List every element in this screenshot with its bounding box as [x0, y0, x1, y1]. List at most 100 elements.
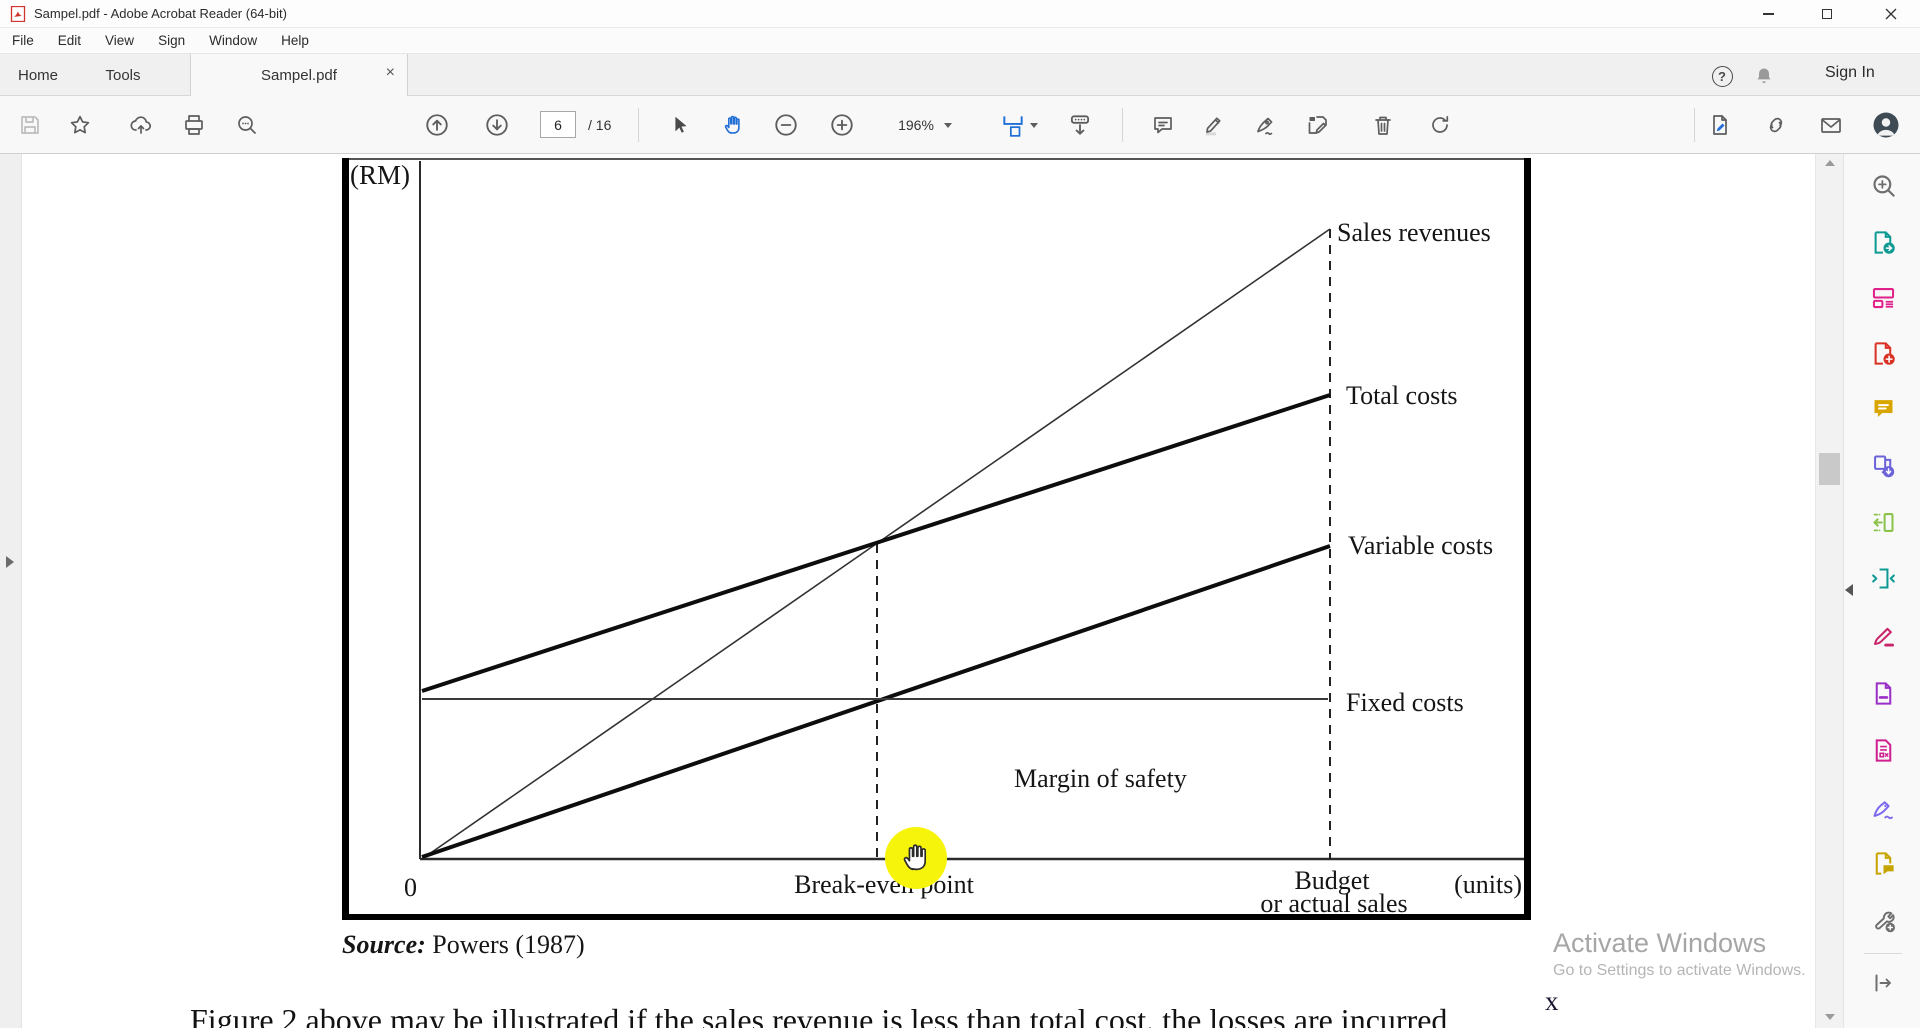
figure-border-right	[1524, 158, 1531, 920]
body-text: Figure 2 above may be illustrated if the…	[190, 1002, 1448, 1028]
save-icon[interactable]	[15, 110, 45, 140]
export-pdf-icon[interactable]	[1866, 225, 1900, 259]
menu-view[interactable]: View	[105, 33, 135, 48]
budget-label-line1: Budget	[1294, 866, 1370, 895]
scroll-mode-icon[interactable]	[1065, 110, 1095, 140]
source-label: Source:	[342, 930, 426, 959]
figure-border-bottom	[342, 914, 1531, 920]
scroll-down-icon[interactable]	[1825, 1014, 1835, 1020]
margin-of-safety-label: Margin of safety	[1014, 764, 1187, 793]
tools-panel	[1843, 154, 1920, 1028]
left-panel-strip	[0, 154, 22, 1028]
figure-border-left	[342, 158, 349, 920]
break-even-chart: (RM) Sales revenues Total costs Variable…	[342, 158, 1531, 920]
page-number-input[interactable]	[540, 111, 576, 138]
star-icon[interactable]	[65, 110, 95, 140]
scroll-up-icon[interactable]	[1825, 160, 1835, 166]
activate-windows-watermark: Activate Windows	[1553, 928, 1767, 958]
help-icon[interactable]: ?	[1708, 62, 1736, 90]
units-label: (units)	[1454, 870, 1522, 899]
fill-sign-icon[interactable]	[1866, 618, 1900, 652]
request-signatures-icon[interactable]	[1866, 790, 1900, 824]
fit-page-icon[interactable]	[995, 110, 1043, 140]
chevron-down-icon	[943, 122, 952, 128]
select-tool-icon[interactable]	[665, 110, 695, 140]
vertical-scrollbar[interactable]	[1815, 154, 1843, 1028]
menu-bar: File Edit View Sign Window Help	[0, 28, 1920, 54]
page-total-label: / 16	[588, 117, 612, 133]
scrollbar-thumb[interactable]	[1819, 453, 1840, 485]
highlight-icon[interactable]	[1198, 110, 1228, 140]
figure-border-top	[342, 158, 1531, 160]
share-review-icon[interactable]	[1866, 846, 1900, 880]
compress-pdf-icon[interactable]	[1866, 561, 1900, 595]
acrobat-app-icon	[10, 6, 26, 22]
break-even-label: Break-even point	[794, 870, 975, 899]
profile-avatar[interactable]	[1871, 110, 1901, 140]
cloud-upload-icon[interactable]	[126, 110, 156, 140]
delete-icon[interactable]	[1368, 110, 1398, 140]
edit-export-icon[interactable]	[1303, 110, 1333, 140]
menu-window[interactable]: Window	[209, 33, 258, 48]
tab-document[interactable]: Sampel.pdf ×	[190, 54, 408, 97]
document-pane: (RM) Sales revenues Total costs Variable…	[0, 154, 1920, 1028]
minimize-button[interactable]	[1745, 0, 1791, 28]
zoom-out-icon[interactable]	[771, 110, 801, 140]
search-zoom-icon[interactable]	[1866, 168, 1900, 202]
comment-icon[interactable]	[1866, 391, 1900, 425]
more-tools-icon[interactable]	[1866, 903, 1900, 937]
total-costs-label: Total costs	[1346, 381, 1458, 410]
title-bar: Sampel.pdf - Adobe Acrobat Reader (64-bi…	[0, 0, 1920, 28]
expand-panel-icon[interactable]	[1866, 966, 1900, 1000]
close-tab-icon[interactable]: ×	[385, 64, 395, 81]
hand-tool-icon[interactable]	[719, 110, 749, 140]
close-button[interactable]	[1868, 0, 1914, 28]
tab-home[interactable]: Home	[17, 66, 58, 84]
notification-bell-icon[interactable]	[1750, 62, 1778, 90]
variable-costs-label: Variable costs	[1348, 531, 1493, 560]
share-link-icon[interactable]	[1761, 110, 1791, 140]
prepare-form-icon[interactable]	[1866, 733, 1900, 767]
tab-document-label: Sampel.pdf	[261, 67, 337, 84]
email-icon[interactable]	[1816, 110, 1846, 140]
page-up-icon[interactable]	[422, 110, 452, 140]
fill-sign-icon[interactable]	[1250, 110, 1280, 140]
page-down-icon[interactable]	[482, 110, 512, 140]
zoom-level-value: 196%	[898, 117, 934, 133]
scan-ocr-icon[interactable]	[1866, 505, 1900, 539]
x-axis-end-label: x	[1545, 986, 1559, 1016]
origin-label: 0	[404, 873, 417, 902]
activate-windows-settings: Go to Settings to activate Windows.	[1553, 962, 1806, 979]
y-axis-label: (RM)	[350, 160, 410, 190]
chevron-down-icon	[1030, 122, 1038, 128]
print-icon[interactable]	[179, 110, 209, 140]
expand-left-panel-icon[interactable]	[6, 556, 14, 568]
menu-sign[interactable]: Sign	[158, 33, 186, 48]
export-pdf-icon[interactable]	[1705, 110, 1735, 140]
create-pdf-icon[interactable]	[1866, 336, 1900, 370]
fixed-costs-label: Fixed costs	[1346, 688, 1464, 717]
toolbar: / 16 196%	[0, 96, 1920, 154]
organize-pages-icon[interactable]	[1866, 280, 1900, 314]
tab-bar: Home Tools Sampel.pdf × ? Sign In	[0, 54, 1920, 97]
tab-tools[interactable]: Tools	[105, 66, 141, 84]
redact-icon[interactable]	[1866, 676, 1900, 710]
comment-icon[interactable]	[1148, 110, 1178, 140]
source-text: Powers (1987)	[425, 930, 585, 959]
combine-files-icon[interactable]	[1866, 448, 1900, 482]
maximize-button[interactable]	[1804, 0, 1850, 28]
menu-file[interactable]: File	[12, 33, 34, 48]
sign-in-button[interactable]: Sign In	[1825, 64, 1875, 81]
collapse-panel-icon[interactable]	[1845, 584, 1853, 596]
source-line: Source: Powers (1987)	[342, 930, 585, 960]
zoom-level-dropdown[interactable]: 196%	[885, 110, 965, 140]
variable-costs-line	[421, 544, 1331, 859]
menu-help[interactable]: Help	[281, 33, 309, 48]
total-costs-line	[421, 393, 1331, 693]
sales-revenues-label: Sales revenues	[1337, 218, 1491, 247]
search-icon[interactable]	[232, 110, 262, 140]
zoom-in-icon[interactable]	[827, 110, 857, 140]
hand-cursor-icon	[903, 844, 927, 871]
menu-edit[interactable]: Edit	[57, 33, 82, 48]
redo-icon[interactable]	[1425, 110, 1455, 140]
